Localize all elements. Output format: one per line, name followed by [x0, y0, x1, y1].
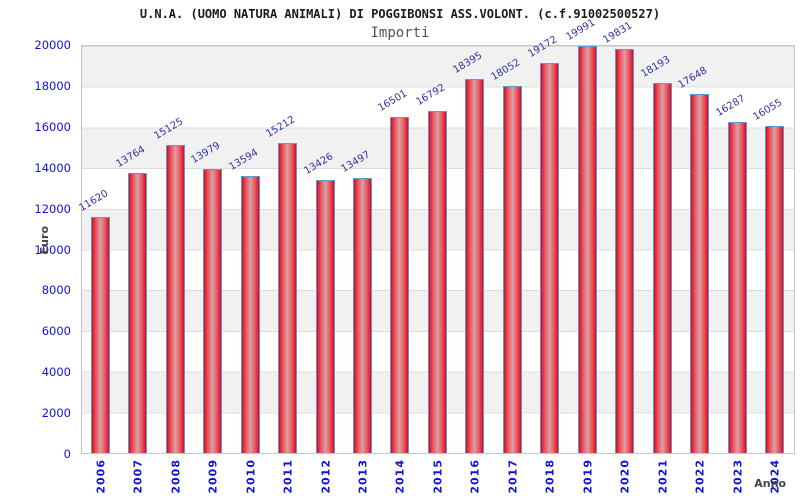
bar-2008: [165, 145, 185, 453]
y-axis-title: Euro: [38, 226, 51, 255]
y-tick-label: 12000: [34, 201, 71, 216]
bar-value-label: 15212: [264, 114, 298, 141]
y-tick-label: 16000: [34, 119, 71, 134]
y-tick-label: 4000: [41, 365, 71, 380]
x-tick-label: 2016: [468, 459, 482, 494]
x-tick-label: 2013: [356, 459, 370, 494]
bar-value-label: 18052: [489, 56, 523, 83]
bar-slot-2019: 19991 2019: [564, 17, 606, 493]
bar-value-label: 16287: [714, 92, 747, 119]
y-tick-label: 20000: [34, 38, 71, 52]
x-tick-label: 2006: [94, 459, 108, 494]
x-tick-label: 2008: [169, 459, 183, 494]
bar-value-label: 13497: [339, 149, 373, 176]
bar-2009: [203, 168, 223, 453]
bar-slot-2020: 19831 2020: [602, 21, 644, 494]
bar-2022: [690, 93, 710, 453]
bar-value-label: 17648: [676, 65, 710, 91]
x-tick-label: 2012: [319, 459, 333, 494]
bar-slot-2012: 13426 2012: [302, 46, 344, 494]
bar-2014: [390, 117, 410, 453]
bar-slot-2018: 19172 2018: [527, 34, 569, 494]
bar-slot-2014: 16501 2014: [377, 46, 419, 493]
bar-slot-2015: 16792 2015: [414, 46, 456, 493]
bar-value-label: 13979: [189, 139, 223, 166]
bar-slot-2011: 15212 2011: [264, 46, 306, 494]
bar-value-label: 13594: [226, 147, 260, 174]
y-axis: 0 2000 4000 6000 8000 10000 12000 14000 16000 180…: [0, 38, 75, 461]
x-tick-label: 2017: [506, 459, 520, 494]
y-tick-label: 8000: [41, 283, 71, 298]
x-tick-label: 2007: [131, 459, 145, 494]
bar-2016: [465, 78, 485, 453]
bar-slot-2021: 18193 2021: [639, 46, 681, 494]
bar-slot-2010: 13594 2010: [227, 46, 269, 494]
chart-title: U.N.A. (UOMO NATURA ANIMALI) DI POGGIBON…: [139, 7, 661, 21]
bar-slot-2009: 13979 2009: [189, 46, 231, 494]
bar-slot-2007: 13764 2007: [115, 46, 156, 494]
x-tick-label: 2014: [393, 459, 407, 494]
x-tick-label: 2009: [206, 459, 220, 494]
bar-2021: [652, 82, 672, 453]
x-tick-label: 2019: [581, 459, 595, 494]
plot-slots: 11620 2006 13764 2007 15125 2008 13979 2009 1359…: [77, 17, 794, 494]
x-tick-label: 2015: [431, 459, 445, 494]
y-tick-label: 6000: [41, 324, 71, 339]
bar-2017: [502, 85, 522, 453]
bar-slot-2008: 15125 2008: [152, 46, 194, 493]
y-tick-label: 0: [63, 447, 71, 461]
bar-slot-2017: 18052 2017: [489, 46, 531, 494]
y-tick-label: 10000: [34, 242, 71, 257]
bar-slot-2013: 13497 2013: [339, 46, 381, 494]
bar-slot-2016: 18395 2016: [452, 46, 494, 494]
bar-2019: [577, 46, 597, 453]
bar-value-label: 18193: [639, 53, 673, 80]
plot-area: 11620 2006 13764 2007 15125 2008 13979 2009 1359…: [77, 17, 795, 494]
bar-value-label: 16792: [414, 82, 448, 109]
bar-slot-2022: 17648 2022: [677, 46, 719, 494]
bar-value-label: 13764: [114, 144, 148, 170]
x-axis-title: Anno: [754, 477, 786, 490]
bar-2015: [427, 111, 447, 453]
bar-2010: [240, 176, 260, 453]
bar-2013: [353, 178, 373, 453]
x-tick-label: 2022: [693, 459, 707, 494]
x-tick-label: 2010: [244, 459, 258, 494]
bar-2023: [727, 121, 747, 453]
bar-slot-2024: 16055 2024: [752, 46, 793, 493]
y-tick-label: 2000: [41, 406, 71, 421]
bar-2018: [540, 62, 560, 453]
bar-slot-2023: 16287 2023: [714, 46, 756, 494]
bar-value-label: 16501: [376, 88, 410, 115]
bar-2012: [315, 179, 335, 453]
y-tick-label: 18000: [34, 78, 71, 93]
bar-2011: [278, 143, 298, 453]
x-tick-label: 2020: [618, 459, 632, 494]
bar-2024: [765, 126, 785, 453]
bar-value-label: 11620: [77, 187, 111, 214]
chart-subtitle: Importi: [370, 25, 430, 41]
x-tick-label: 2023: [731, 459, 745, 494]
y-tick-label: 14000: [34, 160, 71, 175]
bar-slot-2006: 11620 2006: [77, 46, 119, 494]
bar-2007: [128, 172, 148, 453]
bar-2020: [615, 49, 635, 453]
x-tick-label: 2018: [543, 459, 557, 494]
bar-value-label: 18395: [451, 49, 485, 76]
bar-value-label: 13426: [301, 150, 335, 177]
x-tick-label: 2011: [281, 459, 295, 494]
x-tick-label: 2021: [656, 459, 670, 494]
bar-value-label: 15125: [152, 116, 185, 143]
bar-2006: [90, 216, 110, 453]
bar-value-label: 16055: [751, 97, 785, 124]
